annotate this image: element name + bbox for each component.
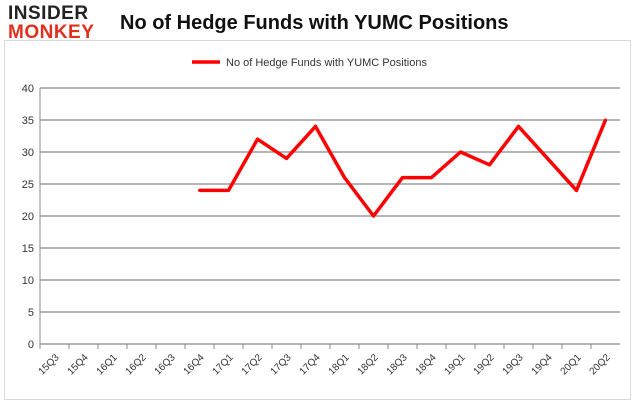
y-tick-label: 10 [22, 275, 34, 287]
x-tick-label: 20Q2 [588, 352, 613, 377]
x-tick-label: 19Q2 [472, 352, 497, 377]
x-tick-label: 16Q3 [153, 352, 178, 377]
data-point [372, 214, 375, 218]
x-tick-label: 18Q2 [356, 352, 381, 377]
y-tick-label: 40 [22, 83, 34, 95]
chart-frame [4, 40, 631, 400]
legend-label: No of Hedge Funds with YUMC Positions [226, 57, 427, 69]
logo-line1: INSIDER [8, 3, 89, 24]
data-point [546, 156, 549, 160]
data-point [430, 176, 433, 180]
data-point [198, 188, 201, 192]
x-tick-label: 16Q1 [95, 352, 120, 377]
data-point [256, 137, 259, 141]
data-point [459, 150, 462, 154]
data-point [285, 156, 288, 160]
x-tick-label: 16Q2 [124, 352, 149, 377]
x-tick-label: 17Q4 [298, 352, 323, 377]
x-tick-label: 15Q3 [37, 352, 62, 377]
insider-monkey-logo: INSIDER MONKEY [8, 4, 94, 42]
x-tick-label: 17Q2 [240, 352, 265, 377]
chart-title: No of Hedge Funds with YUMC Positions [120, 12, 509, 34]
x-tick-label: 18Q3 [385, 352, 410, 377]
x-tick-label: 19Q4 [530, 352, 555, 377]
data-point [314, 124, 317, 128]
x-tick-label: 15Q4 [66, 352, 91, 377]
data-point [401, 176, 404, 180]
x-tick-label: 18Q4 [414, 352, 439, 377]
x-tick-label: 17Q1 [211, 352, 236, 377]
x-tick-label: 19Q3 [501, 352, 526, 377]
data-point [575, 188, 578, 192]
data-point [488, 163, 491, 167]
data-point [517, 124, 520, 128]
data-point [227, 188, 230, 192]
series-line [199, 119, 608, 218]
x-tick-label: 16Q4 [182, 352, 207, 377]
y-tick-label: 0 [28, 339, 34, 351]
data-point [604, 118, 607, 122]
y-tick-label: 25 [22, 179, 34, 191]
data-point [343, 176, 346, 180]
x-tick-label: 17Q3 [269, 352, 294, 377]
logo-line2: MONKEY [8, 22, 95, 43]
x-tick-label: 19Q1 [443, 352, 468, 377]
x-tick-label: 20Q1 [559, 352, 584, 377]
y-tick-label: 15 [22, 243, 34, 255]
x-tick-label: 18Q1 [327, 352, 352, 377]
y-tick-label: 20 [22, 211, 34, 223]
y-tick-label: 30 [22, 147, 34, 159]
y-tick-label: 35 [22, 115, 34, 127]
y-tick-label: 5 [28, 307, 34, 319]
